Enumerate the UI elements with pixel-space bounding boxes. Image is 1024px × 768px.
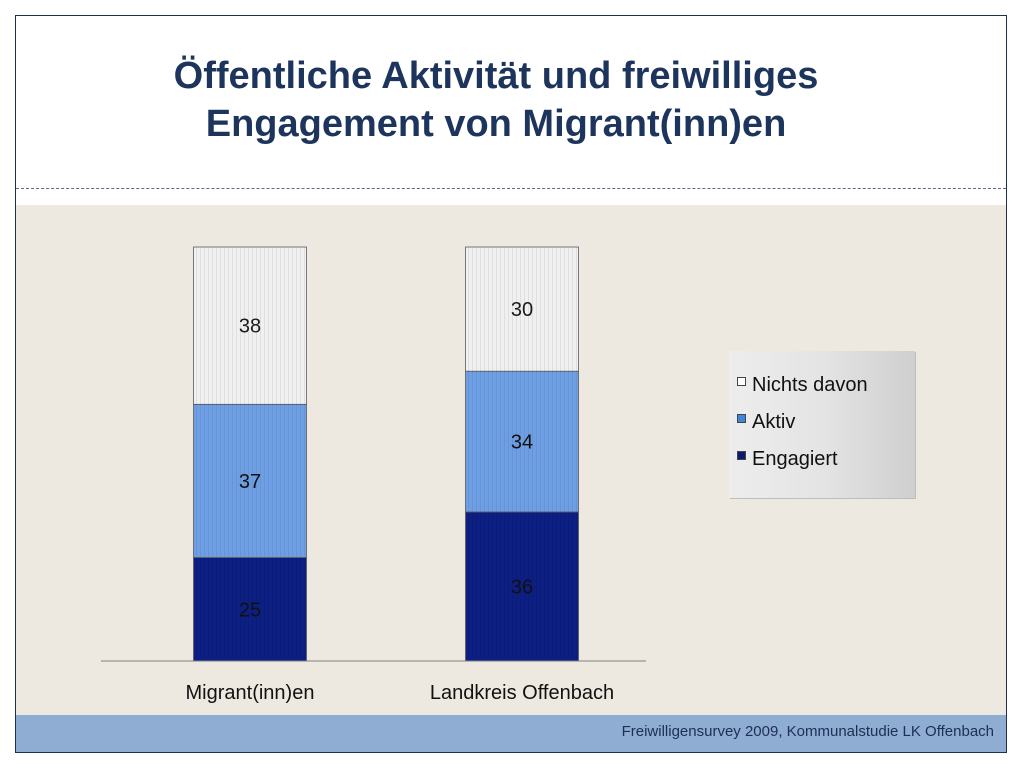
bar-texture-migrant-inn-en-aktiv — [193, 404, 307, 558]
data-label-landkreis-offenbach-engagiert: 36 — [511, 576, 533, 598]
stacked-bar-chart: 25 37 38 Migrant(inn)en 36 34 30 Landkreis Offe… — [101, 246, 646, 704]
data-label-migrant-inn-en-aktiv: 37 — [239, 471, 261, 493]
dashed-divider — [16, 188, 1006, 189]
data-label-landkreis-offenbach-nichts-davon: 30 — [511, 299, 533, 321]
title-line-1: Öffentliche Aktivität und freiwilliges — [173, 55, 819, 97]
legend-swatch-nichts-davon — [737, 377, 746, 386]
footer-bar: Freiwilligensurvey 2009, Kommunalstudie … — [16, 715, 1006, 752]
legend-label-nichts-davon: Nichts davon — [752, 374, 868, 396]
bar-texture-landkreis-offenbach-aktiv — [465, 371, 579, 512]
title-line-2: Engagement von Migrant(inn)en — [205, 103, 787, 145]
bar-texture-landkreis-offenbach-nichts-davon — [465, 247, 579, 372]
slide-frame: Öffentliche Aktivität und freiwilliges E… — [15, 15, 1007, 753]
source-note: Freiwilligensurvey 2009, Kommunalstudie … — [621, 723, 994, 740]
legend-label-engagiert: Engagiert — [752, 448, 838, 470]
legend-label-aktiv: Aktiv — [752, 411, 796, 433]
legend-swatch-aktiv — [737, 414, 746, 423]
chart-legend: Nichts davon Aktiv Engagiert — [729, 351, 915, 498]
data-label-migrant-inn-en-engagiert: 25 — [239, 599, 261, 621]
data-label-migrant-inn-en-nichts-davon: 38 — [239, 316, 261, 338]
x-tick-label-migrant-inn-en: Migrant(inn)en — [186, 682, 315, 704]
page-title: Öffentliche Aktivität und freiwilliges E… — [16, 52, 1006, 148]
bar-texture-migrant-inn-en-nichts-davon — [193, 247, 307, 405]
legend-swatch-engagiert — [737, 451, 746, 460]
bar-texture-landkreis-offenbach-engagiert — [465, 511, 579, 661]
chart-area: 25 37 38 Migrant(inn)en 36 34 30 Landkreis Offe… — [16, 205, 1006, 715]
title-area: Öffentliche Aktivität und freiwilliges E… — [16, 16, 1006, 188]
data-label-landkreis-offenbach-aktiv: 34 — [511, 432, 533, 454]
x-tick-label-landkreis-offenbach: Landkreis Offenbach — [430, 682, 614, 704]
bar-texture-migrant-inn-en-engagiert — [193, 557, 307, 661]
